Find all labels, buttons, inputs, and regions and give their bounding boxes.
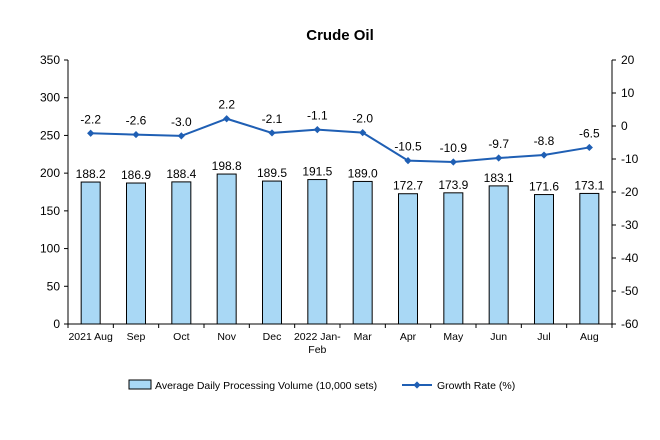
bar (579, 192, 600, 325)
left-tick-label: 0 (53, 317, 60, 331)
growth-rate-label: -2.6 (126, 114, 147, 128)
bar-value-label: 171.6 (529, 180, 559, 194)
right-tick-label: 0 (621, 119, 628, 133)
bar (307, 179, 328, 325)
bar-value-label: 172.7 (393, 179, 423, 193)
category-label: Sep (127, 331, 146, 343)
growth-rate-label: -10.9 (440, 141, 468, 155)
growth-rate-marker (359, 129, 367, 137)
growth-rate-line (90, 117, 590, 163)
growth-rate-label: -6.5 (579, 126, 600, 140)
bar-value-label: 188.4 (166, 167, 196, 181)
bar (488, 185, 509, 325)
left-tick-label: 300 (40, 91, 60, 105)
bar-value-label: 191.5 (302, 165, 332, 179)
growth-rate-marker (540, 151, 548, 159)
growth-rate-label: -9.7 (488, 137, 509, 151)
category-label: Oct (173, 331, 189, 343)
left-tick-label: 50 (47, 279, 61, 293)
bar-value-label: 183.1 (484, 171, 514, 185)
growth-rate-label: -2.1 (262, 112, 283, 126)
bar (398, 193, 418, 325)
bar (80, 181, 101, 325)
growth-rate-marker (449, 158, 457, 166)
bar-value-label: 186.9 (121, 168, 151, 182)
growth-rate-marker (87, 129, 95, 137)
bar-value-label: 198.8 (212, 159, 242, 173)
right-tick-label: 10 (621, 86, 635, 100)
growth-rate-marker (268, 129, 276, 137)
growth-rate-marker (404, 157, 412, 165)
growth-rate-label: -3.0 (171, 115, 192, 129)
growth-rate-marker (495, 154, 503, 162)
left-tick-label: 150 (40, 204, 60, 218)
left-tick-label: 250 (40, 128, 60, 142)
bar (443, 192, 464, 325)
right-tick-label: -60 (621, 317, 639, 331)
bar-value-label: 173.1 (574, 178, 604, 192)
category-label: Mar (354, 331, 373, 343)
growth-rate-label: 2.2 (218, 98, 235, 112)
category-label: Aug (580, 331, 599, 343)
legend-line-marker (413, 381, 421, 389)
bar (262, 180, 282, 325)
right-tick-label: -10 (621, 152, 639, 166)
growth-rate-label: -10.5 (394, 140, 422, 154)
bar-value-label: 188.2 (76, 167, 106, 181)
legend-line-label: Growth Rate (%) (437, 380, 515, 392)
growth-rate-marker (223, 115, 231, 123)
right-tick-label: -40 (621, 251, 639, 265)
category-label: 2021 Aug (68, 331, 113, 343)
growth-rate-marker (177, 132, 185, 140)
bar-value-label: 189.0 (348, 166, 378, 180)
legend-bar-label: Average Daily Processing Volume (10,000 … (155, 380, 377, 392)
bar (126, 182, 146, 325)
category-label: May (443, 331, 464, 343)
category-label: Jul (537, 331, 550, 343)
chart-title: Crude Oil (306, 27, 374, 44)
bar-value-label: 189.5 (257, 166, 287, 180)
bar (171, 181, 192, 325)
category-label: Apr (400, 331, 417, 343)
category-label: Jun (490, 331, 507, 343)
growth-rate-label: -2.0 (352, 112, 373, 126)
bar-value-label: 173.9 (438, 178, 468, 192)
growth-rate-label: -1.1 (307, 109, 328, 123)
bar (216, 173, 237, 325)
growth-rate-marker (313, 126, 321, 134)
category-label: Nov (217, 331, 236, 343)
left-tick-label: 350 (40, 53, 60, 67)
bar (534, 194, 554, 325)
left-tick-label: 200 (40, 166, 60, 180)
legend-bar-swatch (128, 379, 152, 390)
growth-rate-marker (585, 143, 593, 152)
right-tick-label: -20 (621, 185, 639, 199)
growth-rate-marker (132, 130, 140, 139)
right-tick-label: -30 (621, 218, 639, 232)
left-tick-label: 100 (40, 242, 60, 256)
right-tick-label: 20 (621, 53, 635, 67)
growth-rate-label: -2.2 (80, 112, 101, 126)
growth-rate-label: -8.8 (534, 134, 555, 148)
category-label: 2022 Jan-Feb (294, 331, 341, 356)
category-label: Dec (263, 331, 282, 343)
bar (352, 180, 373, 325)
right-tick-label: -50 (621, 284, 639, 298)
